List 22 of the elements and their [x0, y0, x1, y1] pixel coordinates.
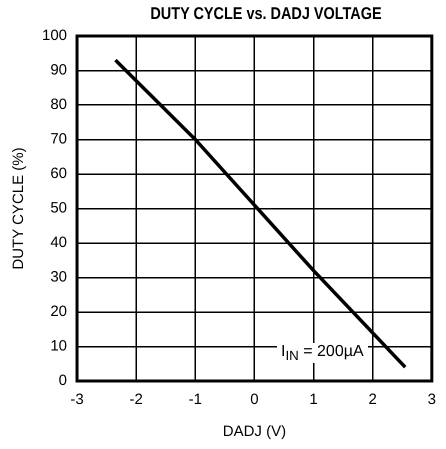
y-tick-label: 50 [50, 200, 68, 217]
y-tick-label: 40 [50, 234, 68, 252]
y-tick-label: 0 [58, 372, 68, 390]
y-tick-label: 30 [50, 268, 68, 286]
y-tick-label: 90 [50, 62, 68, 79]
y-axis-title: DUTY CYCLE (%) [10, 147, 28, 270]
y-tick-label: 10 [50, 338, 68, 355]
x-tick-label: -2 [129, 391, 143, 408]
y-tick-label: 60 [50, 165, 68, 182]
annotation: I$_{IN}$ = 200µA [277, 343, 368, 364]
x-tick-label: 2 [368, 391, 377, 408]
y-tick-label: 80 [50, 96, 68, 114]
chart-title: DUTY CYCLE vs. DADJ VOLTAGE [149, 4, 383, 24]
x-tick-label: 1 [309, 391, 318, 408]
x-tick-label: -3 [70, 391, 84, 408]
x-tick-label: -1 [188, 391, 202, 408]
x-tick-label: 0 [250, 391, 259, 408]
y-tick-label: 100 [42, 27, 68, 44]
y-tick-label: 20 [50, 303, 68, 320]
y-tick-label: 70 [50, 130, 68, 148]
x-tick-label: 3 [428, 391, 436, 408]
x-axis-title: DADJ (V) [222, 423, 286, 440]
